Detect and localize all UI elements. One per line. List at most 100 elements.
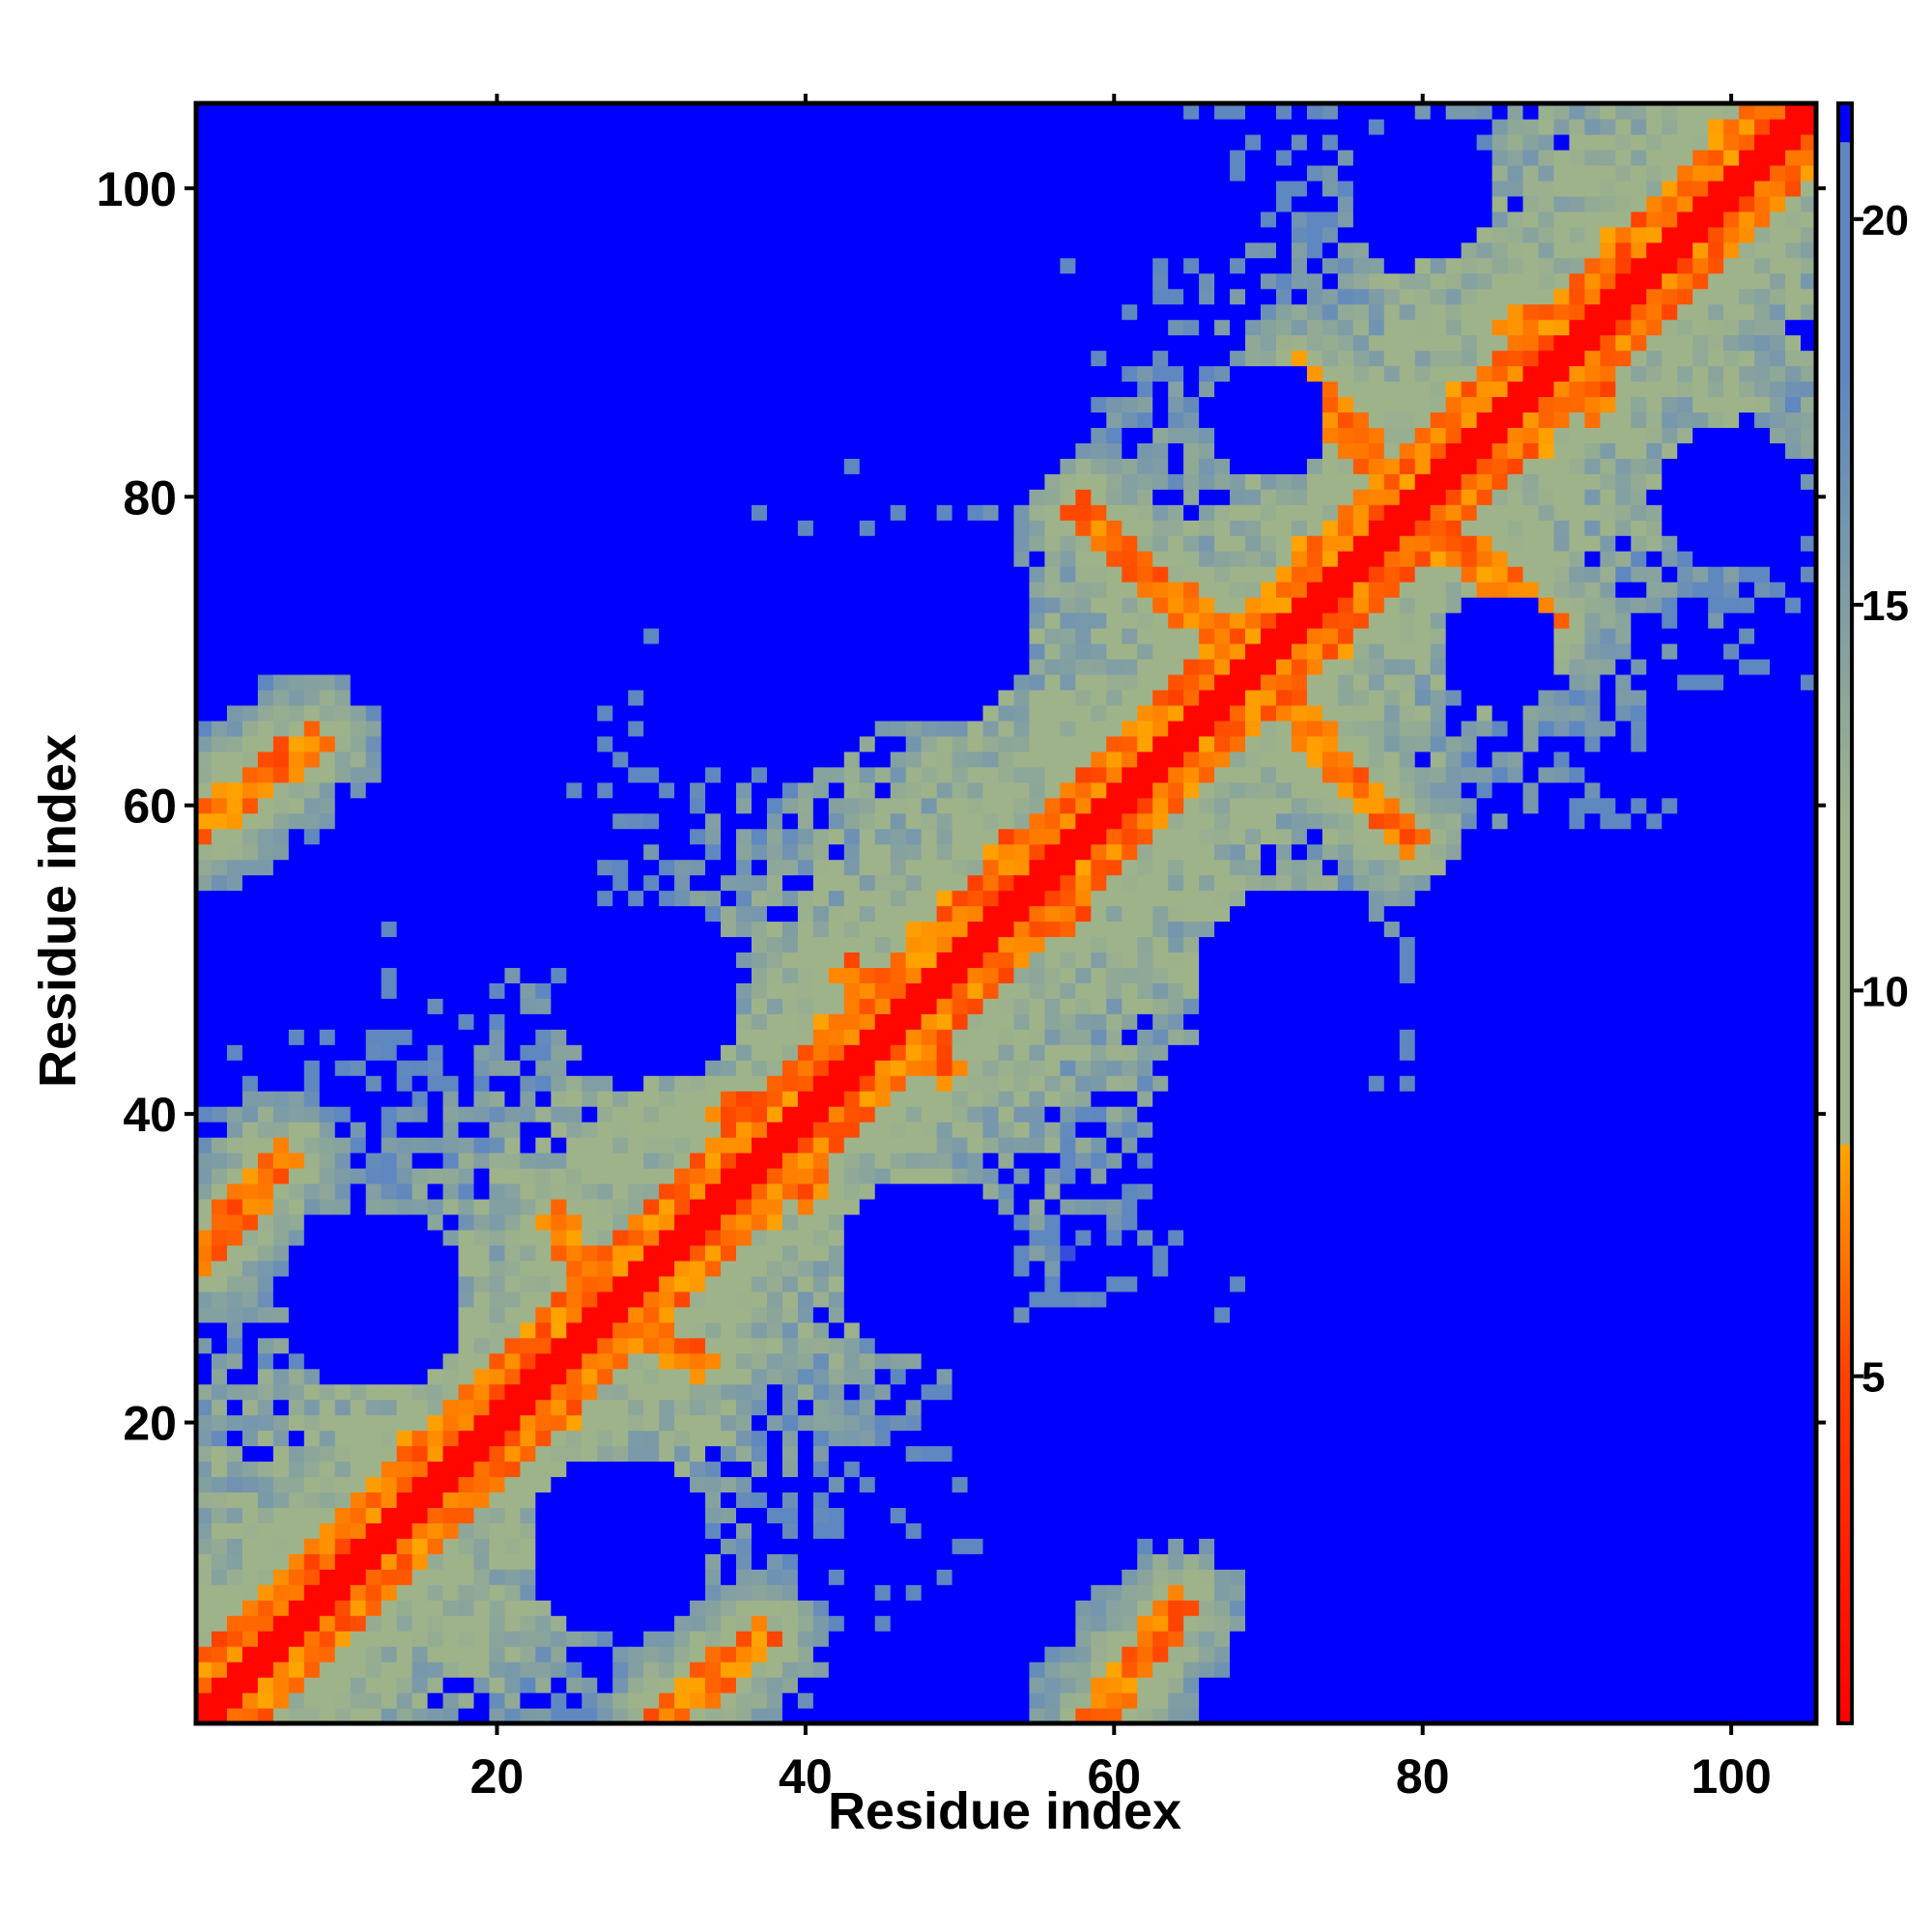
heatmap-cell <box>288 766 305 783</box>
heatmap-cell <box>659 1013 675 1030</box>
heatmap-cell <box>643 520 660 536</box>
heatmap-cell <box>504 1646 521 1662</box>
heatmap-cell <box>288 890 305 907</box>
heatmap-cell <box>874 1013 892 1030</box>
heatmap-cell <box>812 149 830 166</box>
heatmap-cell <box>582 1476 598 1493</box>
heatmap-cell <box>196 735 213 753</box>
heatmap-cell <box>812 890 830 907</box>
heatmap-cell <box>781 103 799 120</box>
heatmap-cell <box>690 658 706 675</box>
heatmap-cell <box>504 843 521 861</box>
heatmap-cell <box>751 427 768 443</box>
heatmap-cell <box>890 1198 907 1215</box>
heatmap-cell <box>582 1677 598 1693</box>
heatmap-cell <box>843 1060 861 1076</box>
heatmap-cell <box>690 1321 706 1339</box>
heatmap-cell <box>427 257 444 274</box>
heatmap-cell <box>766 1522 783 1539</box>
heatmap-cell <box>659 1368 675 1385</box>
heatmap-cell <box>535 350 552 367</box>
heatmap-cell <box>535 735 552 753</box>
heatmap-cell <box>551 1584 567 1601</box>
heatmap-cell <box>520 1692 536 1709</box>
heatmap-cell <box>859 1091 876 1107</box>
heatmap-cell <box>350 103 367 120</box>
heatmap-cell <box>334 673 352 691</box>
heatmap-cell <box>766 628 783 644</box>
heatmap-cell <box>736 164 753 182</box>
heatmap-cell <box>489 1183 506 1200</box>
heatmap-cell <box>226 890 243 907</box>
heatmap-cell <box>812 1229 830 1246</box>
heatmap-cell <box>396 1414 413 1432</box>
heatmap-cell <box>319 704 336 722</box>
heatmap-cell <box>381 1260 398 1277</box>
heatmap-cell <box>319 1091 336 1107</box>
heatmap-cell <box>721 396 737 413</box>
heatmap-cell <box>843 1183 861 1200</box>
heatmap-cell <box>458 1553 475 1570</box>
heatmap-cell <box>612 859 629 876</box>
heatmap-cell <box>427 473 444 490</box>
heatmap-cell <box>797 1352 814 1370</box>
heatmap-cell <box>381 1337 398 1354</box>
heatmap-cell <box>303 257 321 274</box>
heatmap-cell <box>196 612 213 629</box>
heatmap-cell <box>381 1137 398 1153</box>
heatmap-cell <box>242 334 259 352</box>
heatmap-cell <box>781 998 799 1014</box>
heatmap-cell <box>859 272 876 290</box>
heatmap-cell <box>272 689 290 706</box>
heatmap-cell <box>828 1430 845 1447</box>
heatmap-cell <box>874 226 892 243</box>
heatmap-cell <box>843 1029 861 1045</box>
heatmap-cell <box>504 1708 521 1724</box>
heatmap-cell <box>628 396 644 413</box>
heatmap-cell <box>412 350 429 367</box>
heatmap-cell <box>319 582 336 598</box>
heatmap-cell <box>766 1430 783 1447</box>
heatmap-cell <box>427 766 444 783</box>
heatmap-cell <box>396 1306 413 1323</box>
heatmap-cell <box>520 1106 536 1122</box>
heatmap-cell <box>566 473 582 490</box>
heatmap-cell <box>843 1306 861 1323</box>
heatmap-cell <box>628 689 644 706</box>
heatmap-cell <box>566 103 582 120</box>
heatmap-cell <box>535 582 552 598</box>
heatmap-cell <box>489 1337 506 1354</box>
heatmap-cell <box>473 704 491 722</box>
heatmap-cell <box>859 982 876 999</box>
heatmap-cell <box>828 936 845 953</box>
heatmap-cell <box>566 551 582 567</box>
heatmap-cell <box>303 1368 321 1385</box>
heatmap-cell <box>319 535 336 552</box>
heatmap-cell <box>272 874 290 892</box>
heatmap-cell <box>350 781 367 799</box>
heatmap-cell <box>612 843 629 861</box>
heatmap-cell <box>628 982 644 999</box>
heatmap-cell <box>257 781 274 799</box>
heatmap-cell <box>843 1399 861 1416</box>
heatmap-cell <box>721 211 737 228</box>
heatmap-cell <box>458 334 475 352</box>
heatmap-cell <box>674 874 691 892</box>
heatmap-cell <box>843 704 861 722</box>
heatmap-cell <box>797 1260 814 1277</box>
heatmap-cell <box>843 412 861 428</box>
heatmap-cell <box>890 1584 907 1601</box>
heatmap-cell <box>303 1352 321 1370</box>
heatmap-cell <box>582 1013 598 1030</box>
heatmap-cell <box>705 396 722 413</box>
heatmap-cell <box>566 612 582 629</box>
heatmap-cell <box>504 1275 521 1293</box>
heatmap-cell <box>211 1584 228 1601</box>
heatmap-cell <box>396 1399 413 1416</box>
heatmap-cell <box>365 272 383 290</box>
heatmap-cell <box>242 1183 259 1200</box>
heatmap-cell <box>905 952 923 968</box>
heatmap-cell <box>628 381 644 398</box>
heatmap-cell <box>381 1507 398 1523</box>
heatmap-cell <box>535 520 552 536</box>
